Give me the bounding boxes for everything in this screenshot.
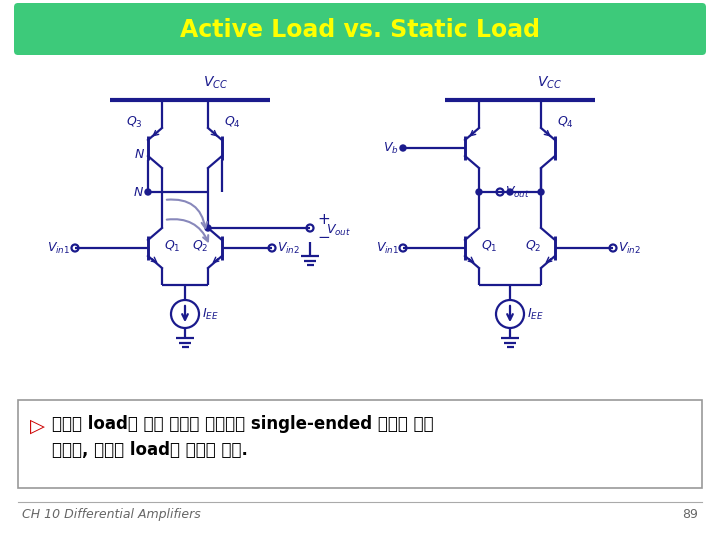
Circle shape [538, 189, 544, 195]
Text: $V_{in1}$: $V_{in1}$ [376, 240, 399, 255]
Text: $N$: $N$ [133, 186, 144, 199]
Text: $V_{in2}$: $V_{in2}$ [277, 240, 300, 255]
Text: ▷: ▷ [30, 416, 45, 435]
Circle shape [400, 145, 406, 151]
Text: $V_{in1}$: $V_{in1}$ [47, 240, 70, 255]
Text: 89: 89 [682, 508, 698, 521]
Text: $V_{out}$: $V_{out}$ [505, 185, 530, 200]
Text: Active Load vs. Static Load: Active Load vs. Static Load [180, 18, 540, 42]
Text: $Q_1$: $Q_1$ [481, 239, 498, 254]
Circle shape [205, 225, 211, 231]
Circle shape [145, 189, 151, 195]
Text: 하지만, 오른쪽 load는 그러지 못함.: 하지만, 오른쪽 load는 그러지 못함. [52, 441, 248, 459]
Text: $V_{out}$: $V_{out}$ [326, 222, 351, 238]
Text: CH 10 Differential Amplifiers: CH 10 Differential Amplifiers [22, 508, 201, 521]
Text: $Q_4$: $Q_4$ [224, 115, 240, 130]
Text: $I_{EE}$: $I_{EE}$ [527, 306, 544, 321]
Text: $Q_3$: $Q_3$ [126, 115, 143, 130]
Text: $Q_2$: $Q_2$ [192, 239, 209, 254]
Text: $V_{CC}$: $V_{CC}$ [537, 75, 562, 91]
Text: $N$: $N$ [134, 148, 145, 161]
Text: $V_{CC}$: $V_{CC}$ [204, 75, 228, 91]
Text: −: − [317, 231, 330, 246]
Text: $V_{in2}$: $V_{in2}$ [618, 240, 641, 255]
Circle shape [507, 189, 513, 195]
Text: $V_b$: $V_b$ [383, 140, 399, 156]
Text: $Q_2$: $Q_2$ [525, 239, 541, 254]
FancyBboxPatch shape [14, 3, 706, 55]
Circle shape [476, 189, 482, 195]
Text: $I_{EE}$: $I_{EE}$ [202, 306, 219, 321]
Text: $Q_4$: $Q_4$ [557, 115, 574, 130]
Text: 왼쪽의 load는 입력 신호에 응답하고 single-ended 출력을 증폭: 왼쪽의 load는 입력 신호에 응답하고 single-ended 출력을 증… [52, 415, 433, 433]
Text: +: + [317, 213, 330, 227]
Text: $Q_1$: $Q_1$ [164, 239, 181, 254]
FancyBboxPatch shape [18, 400, 702, 488]
